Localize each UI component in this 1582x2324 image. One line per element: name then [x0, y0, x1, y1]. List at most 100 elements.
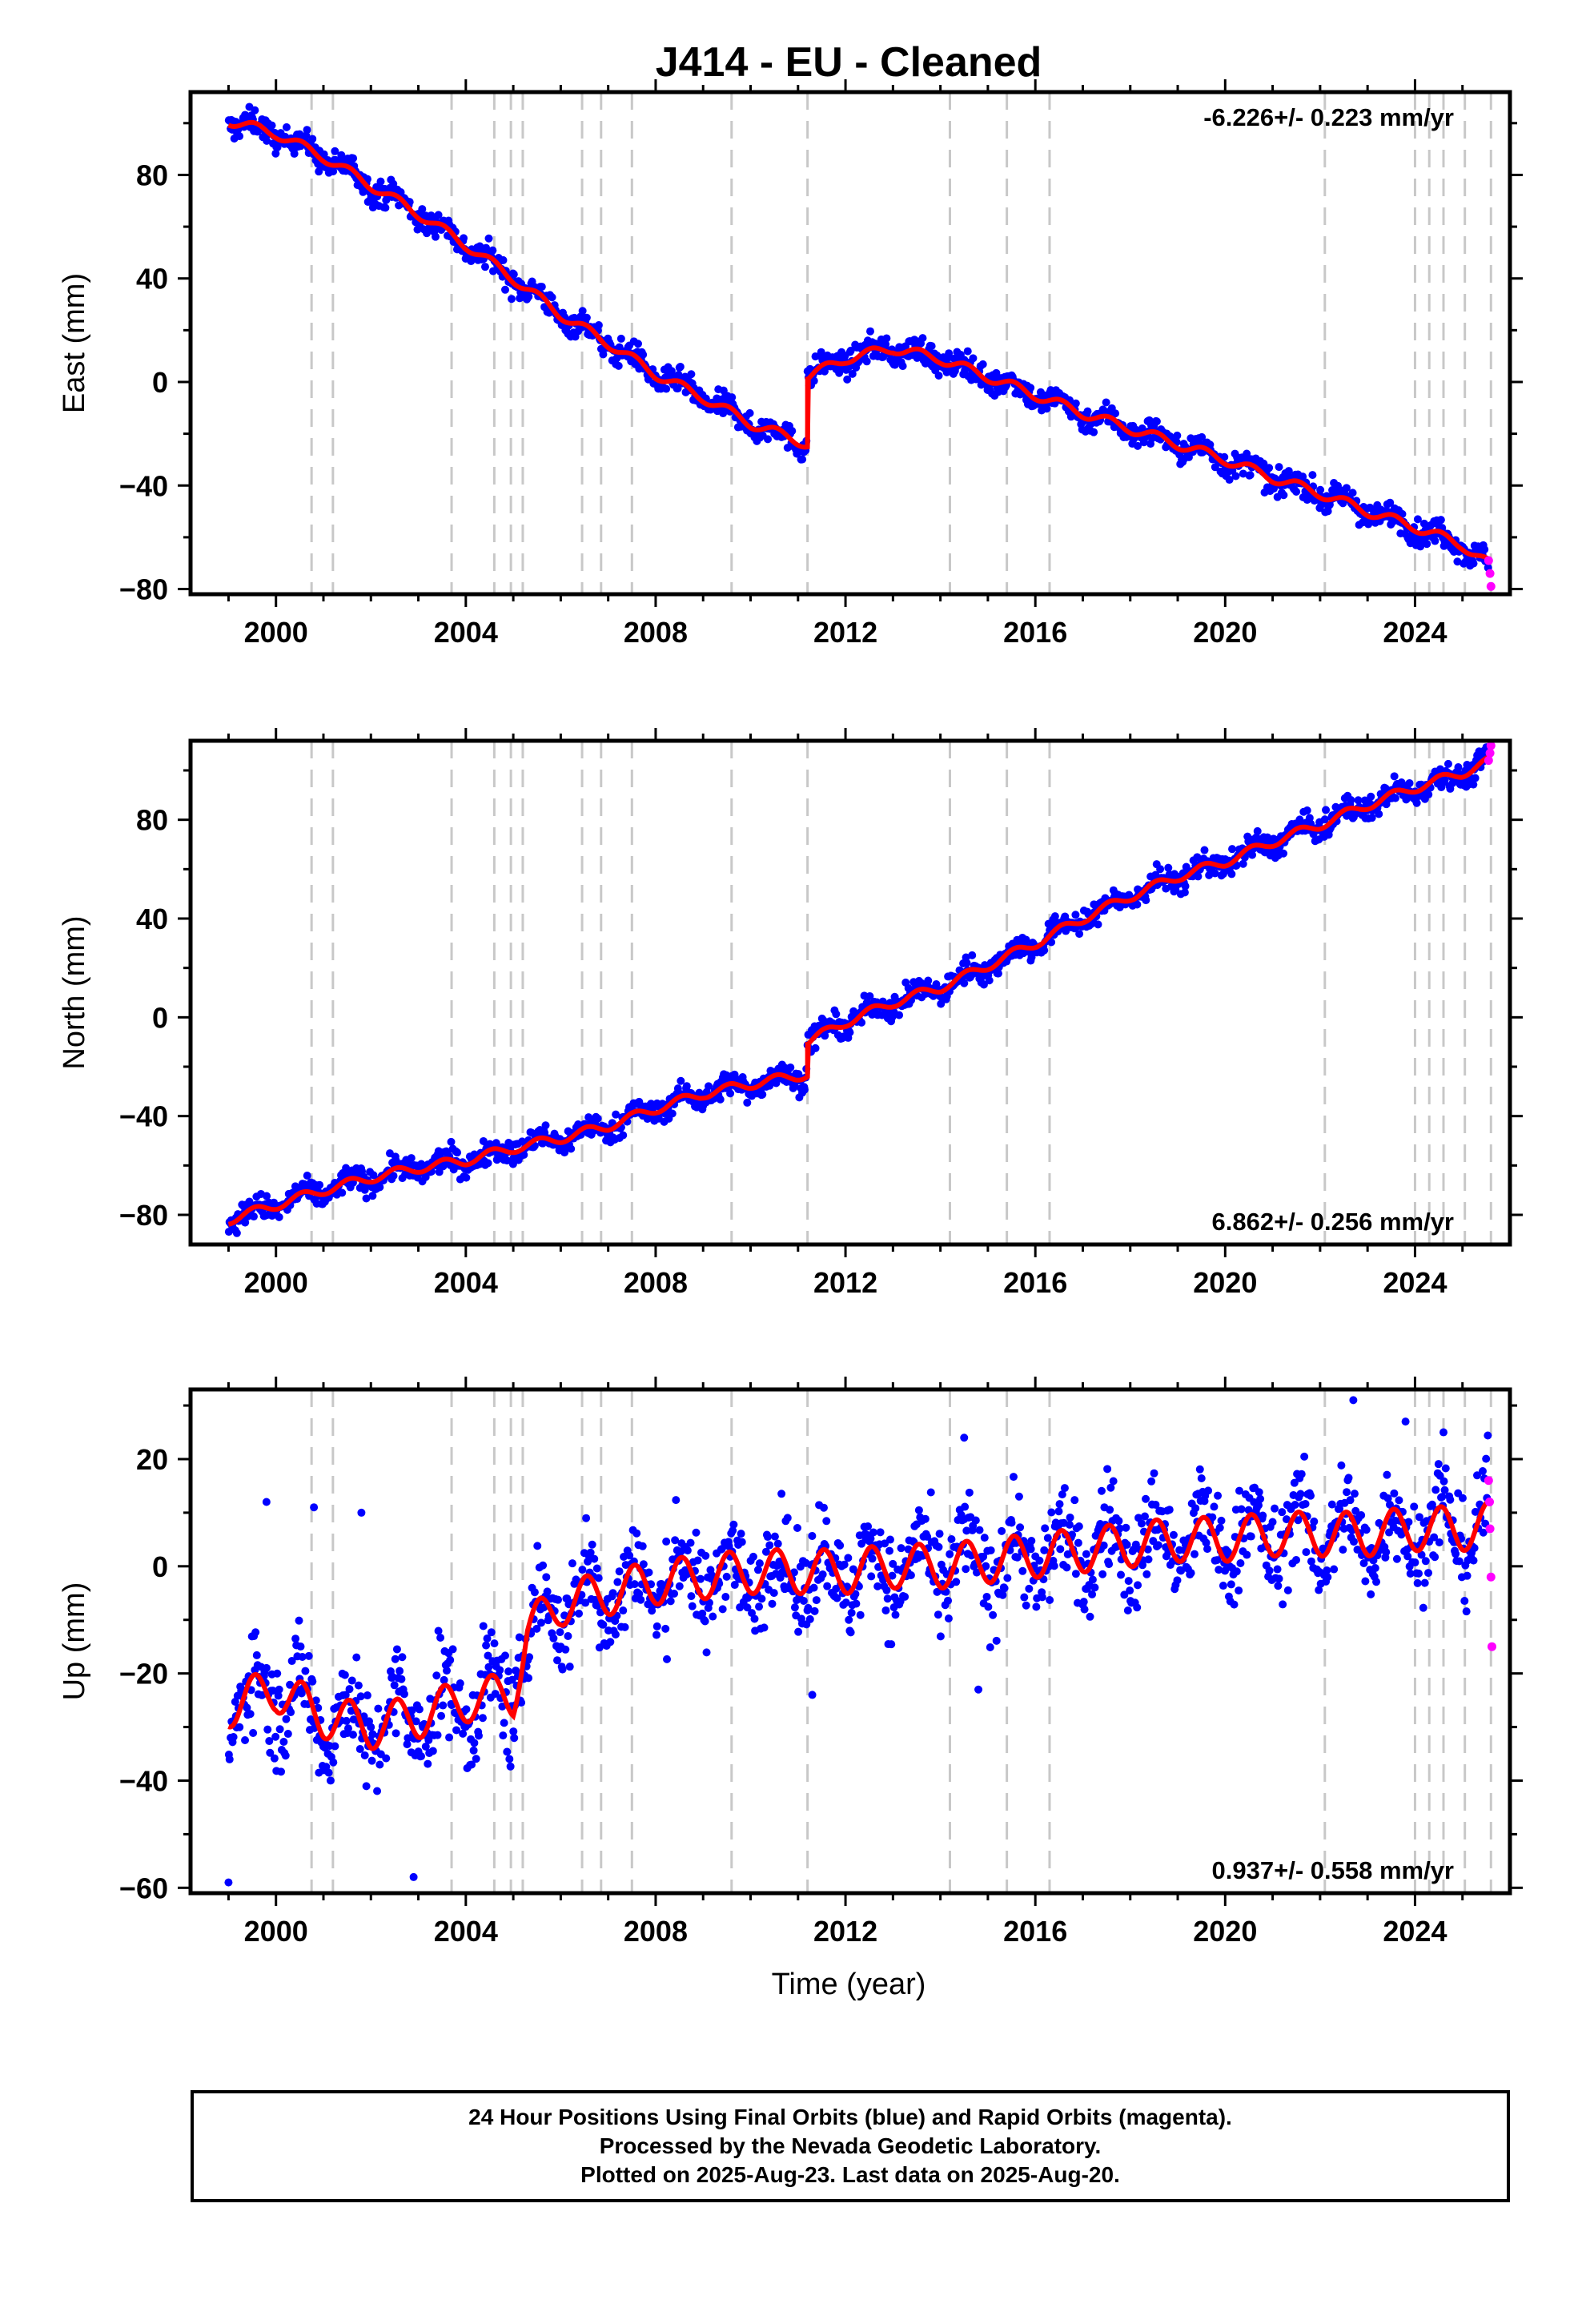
data-point	[965, 1488, 974, 1497]
data-point	[382, 1754, 391, 1763]
data-point	[453, 1148, 462, 1157]
data-point	[1375, 810, 1383, 818]
data-point	[1088, 1590, 1097, 1598]
data-point	[343, 1724, 352, 1733]
data-point	[362, 1782, 371, 1791]
data-point	[1303, 806, 1311, 815]
data-point	[935, 1530, 944, 1538]
equipment-change-lines	[310, 92, 1492, 594]
data-point	[946, 1550, 954, 1558]
data-point	[761, 1547, 770, 1556]
data-point	[326, 1776, 335, 1785]
data-point	[1395, 1496, 1403, 1505]
data-point	[1075, 930, 1084, 939]
data-point	[258, 1691, 267, 1699]
data-point	[1047, 1508, 1056, 1517]
data-point	[1349, 1538, 1358, 1546]
data-point	[619, 1131, 628, 1140]
data-point	[1047, 938, 1056, 947]
data-point	[500, 1651, 509, 1660]
data-point	[374, 1704, 383, 1713]
data-point	[611, 1630, 620, 1639]
data-point	[989, 1610, 998, 1619]
data-point	[1022, 1601, 1030, 1610]
data-point	[1097, 1486, 1106, 1495]
data-point	[446, 1655, 455, 1664]
data-point	[881, 340, 890, 348]
data-point	[1003, 1574, 1012, 1582]
data-point	[1041, 1524, 1050, 1533]
data-point	[1469, 1556, 1478, 1565]
x-tick-label: 2020	[1193, 1915, 1257, 1948]
data-point	[1065, 1520, 1074, 1529]
y-axis-label: North (mm)	[58, 915, 91, 1069]
data-point	[1203, 1545, 1212, 1554]
data-point	[308, 135, 317, 143]
data-point	[737, 1530, 745, 1538]
data-point	[590, 1554, 599, 1563]
x-tick-label: 2000	[244, 1266, 308, 1299]
data-point	[1255, 1501, 1263, 1510]
data-point	[460, 234, 468, 243]
data-point	[818, 1570, 827, 1578]
data-point	[985, 976, 994, 985]
data-point	[1151, 1500, 1160, 1509]
plot-frame	[188, 738, 1512, 1247]
data-point	[507, 295, 516, 304]
data-point	[287, 1657, 296, 1666]
data-point	[290, 149, 299, 158]
data-point	[992, 368, 1001, 377]
data-point	[914, 1506, 923, 1514]
data-point	[1342, 484, 1351, 493]
data-point	[1022, 935, 1030, 944]
data-point	[881, 1606, 890, 1614]
data-point	[844, 1554, 853, 1562]
data-point	[1102, 398, 1110, 407]
data-point	[437, 1711, 446, 1720]
data-point	[470, 1739, 479, 1747]
data-point	[308, 1677, 317, 1686]
data-point	[971, 1516, 980, 1525]
data-point	[558, 1665, 567, 1674]
data-point	[1268, 1518, 1277, 1526]
data-point	[1372, 1578, 1381, 1586]
x-tick-label: 2000	[244, 616, 308, 649]
data-point	[1125, 891, 1134, 899]
data-point	[969, 354, 978, 363]
x-tick-label: 2016	[1003, 1915, 1067, 1948]
y-tick-label: −40	[119, 1100, 168, 1133]
data-point	[354, 1681, 363, 1690]
data-point	[593, 1114, 602, 1123]
data-point	[702, 1648, 711, 1657]
data-point	[1424, 1569, 1433, 1578]
rate-label: 6.862+/- 0.256 mm/yr	[1212, 1208, 1454, 1236]
data-point	[873, 1582, 882, 1590]
data-point	[804, 1603, 813, 1612]
data-point	[391, 1729, 400, 1738]
data-point	[1088, 1575, 1097, 1584]
data-point	[342, 1164, 351, 1172]
data-point	[484, 1159, 492, 1168]
data-point	[1350, 1490, 1359, 1498]
data-point	[1253, 826, 1262, 835]
data-point	[303, 126, 311, 135]
data-point	[588, 1540, 596, 1549]
rapid-point	[1485, 748, 1495, 758]
data-point	[866, 327, 875, 336]
footer-line-plotted: Plotted on 2025-Aug-23. Last data on 202…	[580, 2162, 1120, 2187]
data-point	[1319, 1544, 1327, 1553]
data-point	[1235, 1586, 1243, 1595]
data-point	[1090, 1583, 1099, 1592]
data-point	[1292, 1555, 1301, 1564]
data-point	[1000, 1584, 1009, 1593]
rapid-orbit-points	[1484, 1476, 1496, 1651]
data-point	[924, 976, 933, 985]
data-point	[898, 362, 907, 371]
y-tick-label: 80	[136, 159, 168, 191]
data-point	[1362, 1526, 1371, 1534]
data-point	[1026, 384, 1035, 392]
data-point	[1133, 1603, 1142, 1612]
data-point	[852, 1599, 861, 1608]
data-point	[1134, 441, 1142, 450]
